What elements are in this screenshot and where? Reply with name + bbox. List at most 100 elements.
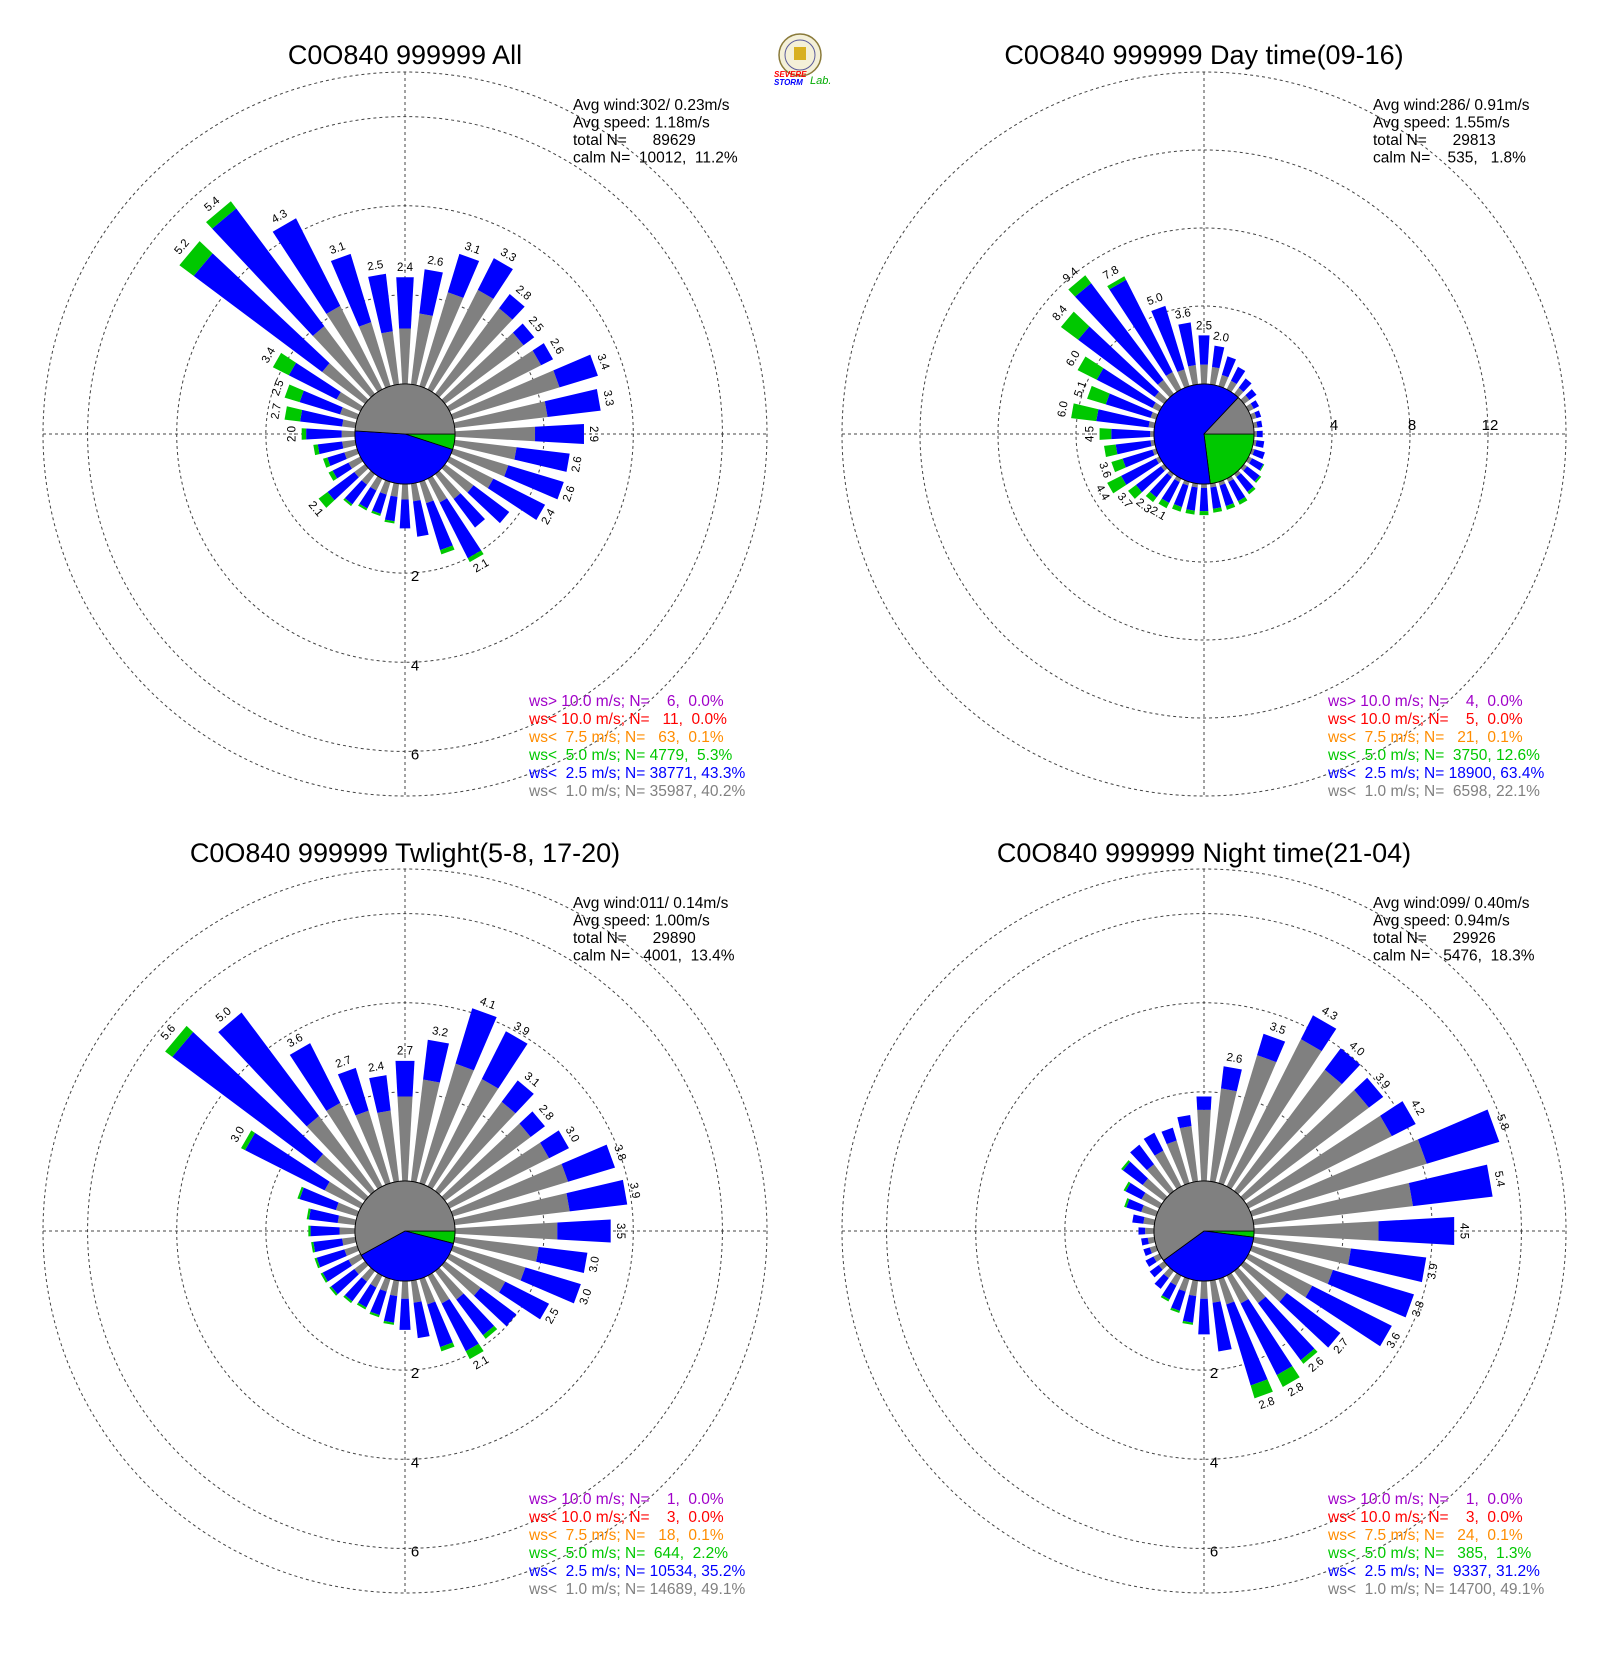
bar-segment-lt2p5 — [553, 354, 598, 388]
bar-segment-lt2p5 — [1408, 1164, 1493, 1207]
wind-bar-210deg — [358, 475, 383, 511]
legend-entry: ws< 7.5 m/s; N= 21, 0.1% — [1327, 729, 1523, 746]
logo-text-lab: Lab. — [810, 75, 831, 87]
bar-value-label: 2.1 — [471, 557, 491, 575]
bar-segment-lt2p5 — [532, 343, 554, 366]
bar-segment-lt2p5 — [519, 1111, 545, 1137]
wind-bar-10deg: 3.2 — [410, 1025, 449, 1183]
wind-bar-220deg — [343, 470, 376, 507]
bar-segment-lt1 — [1218, 374, 1229, 389]
bar-segment-lt2p5 — [372, 492, 387, 514]
bar-value-label: 5.4 — [1492, 1170, 1507, 1188]
wind-bar-230deg: 2.1 — [306, 463, 369, 519]
bar-segment-lt5 — [369, 1311, 380, 1318]
bar-segment-lt2p5 — [1250, 400, 1260, 409]
bar-segment-lt2p5 — [1096, 409, 1150, 428]
bar-segment-lt5 — [1158, 498, 1170, 509]
stats-total: total N= 29890 — [573, 930, 696, 947]
bar-value-label: 2.6 — [1225, 1052, 1243, 1067]
bar-segment-lt1 — [390, 1279, 400, 1297]
wind-bar-280deg — [1132, 1214, 1156, 1226]
bar-segment-lt1 — [434, 1101, 516, 1195]
bar-segment-lt2p5 — [395, 1060, 415, 1097]
bar-segment-lt5 — [358, 503, 368, 511]
bar-segment-lt5 — [343, 498, 353, 507]
stats-avg-speed: Avg speed: 1.55m/s — [1373, 115, 1510, 132]
bar-segment-lt1 — [1240, 463, 1248, 471]
bar-value-label: 3.2 — [431, 1025, 449, 1040]
bar-segment-lt2p5 — [1243, 466, 1260, 482]
legend-entry: ws< 5.0 m/s; N= 644, 2.2% — [528, 1545, 728, 1562]
bar-segment-lt2p5 — [413, 500, 429, 537]
panel-title: C0O840 999999 Day time(09-16) — [1004, 40, 1403, 70]
calm-pie-slice-blue — [1153, 383, 1239, 485]
bar-segment-lt5 — [241, 1130, 256, 1151]
bar-value-label: 4.3 — [1319, 1005, 1339, 1023]
wind-bar-130deg — [441, 463, 510, 524]
bar-value-label: 3.6 — [285, 1032, 305, 1050]
bar-segment-lt1 — [1200, 483, 1208, 488]
bar-segment-lt1 — [410, 1279, 422, 1303]
bar-value-label: 3.4 — [594, 352, 611, 372]
radial-tick-label: 6 — [411, 746, 419, 763]
bar-segment-lt2p5 — [1255, 440, 1265, 448]
bar-segment-lt1 — [336, 391, 364, 412]
bar-segment-lt1 — [322, 363, 369, 405]
bar-segment-lt1 — [348, 1253, 364, 1266]
bar-value-label: 2.5 — [1196, 320, 1212, 332]
logo-text-storm: STORM — [774, 78, 803, 87]
wind-bar-340deg: 3.1 — [328, 240, 391, 389]
bar-segment-lt1 — [1253, 431, 1257, 437]
bar-segment-lt2p5 — [1305, 1285, 1392, 1347]
bar-segment-lt2p5 — [244, 1132, 330, 1191]
bar-value-label: 2.6 — [570, 455, 585, 473]
bar-segment-lt2p5 — [327, 452, 347, 466]
bar-segment-lt2p5 — [1327, 1269, 1415, 1318]
radial-tick-label: 4 — [411, 1454, 419, 1471]
bar-segment-lt5 — [483, 1325, 498, 1339]
bar-segment-lt5 — [1111, 458, 1126, 473]
wind-bar-0deg: 2.4 — [396, 262, 414, 385]
bar-segment-lt1 — [354, 463, 369, 478]
bar-segment-lt2p5 — [1198, 1298, 1210, 1335]
radial-tick-label: 2 — [1210, 1365, 1218, 1382]
bar-segment-lt2p5 — [337, 1067, 369, 1116]
bar-segment-lt1 — [450, 448, 509, 477]
bar-segment-lt5 — [322, 457, 331, 468]
bar-segment-lt2p5 — [1199, 487, 1209, 512]
bar-segment-lt2p5 — [1324, 1048, 1361, 1085]
bar-value-label: 5.8 — [1494, 1113, 1511, 1132]
bar-segment-lt1 — [1145, 1227, 1155, 1235]
bar-segment-lt1 — [1152, 402, 1163, 412]
bar-value-label: 2.5 — [270, 378, 287, 397]
bar-segment-lt2p5 — [1378, 1217, 1455, 1245]
bar-segment-lt1 — [1165, 371, 1182, 393]
bar-segment-lt1 — [326, 305, 383, 393]
wind-bar-190deg — [1182, 1279, 1199, 1325]
wind-bar-140deg: 2.6 — [1233, 1267, 1326, 1375]
bar-segment-lt2p5 — [413, 1301, 430, 1339]
wind-bar-140deg — [434, 470, 485, 528]
severe-storm-lab-logo: SEVERE STORM Lab. — [774, 33, 831, 87]
bar-value-label: 3.8 — [611, 1143, 628, 1162]
bar-segment-lt1 — [1189, 1279, 1199, 1297]
bar-segment-lt5 — [343, 1295, 353, 1304]
bar-segment-lt2p5 — [1096, 368, 1156, 408]
bar-segment-lt2p5 — [218, 1012, 319, 1127]
bar-segment-lt1 — [1233, 387, 1244, 398]
bar-segment-lt2p5 — [487, 478, 546, 520]
wind-bar-30deg: 3.9 — [427, 1020, 531, 1190]
bar-segment-lt1 — [1226, 380, 1237, 393]
bar-segment-lt1 — [450, 1163, 569, 1217]
bar-value-label: 3.5 — [614, 1223, 626, 1239]
bar-segment-lt1 — [1160, 463, 1168, 471]
bar-segment-lt2p5 — [399, 499, 411, 529]
stats-calm: calm N= 535, 1.8% — [1373, 150, 1526, 167]
bar-segment-lt2p5 — [1154, 1273, 1169, 1289]
wind-rose-panel-1: 2.4 2.63.1 3.32.82.52.63.43.32.92.62.62.42… — [42, 40, 768, 800]
bar-segment-lt1 — [419, 479, 434, 504]
panel-title: C0O840 999999 Night time(21-04) — [997, 838, 1411, 868]
bar-segment-lt1 — [450, 1245, 526, 1281]
stats-avg-speed: Avg speed: 1.00m/s — [573, 913, 710, 930]
